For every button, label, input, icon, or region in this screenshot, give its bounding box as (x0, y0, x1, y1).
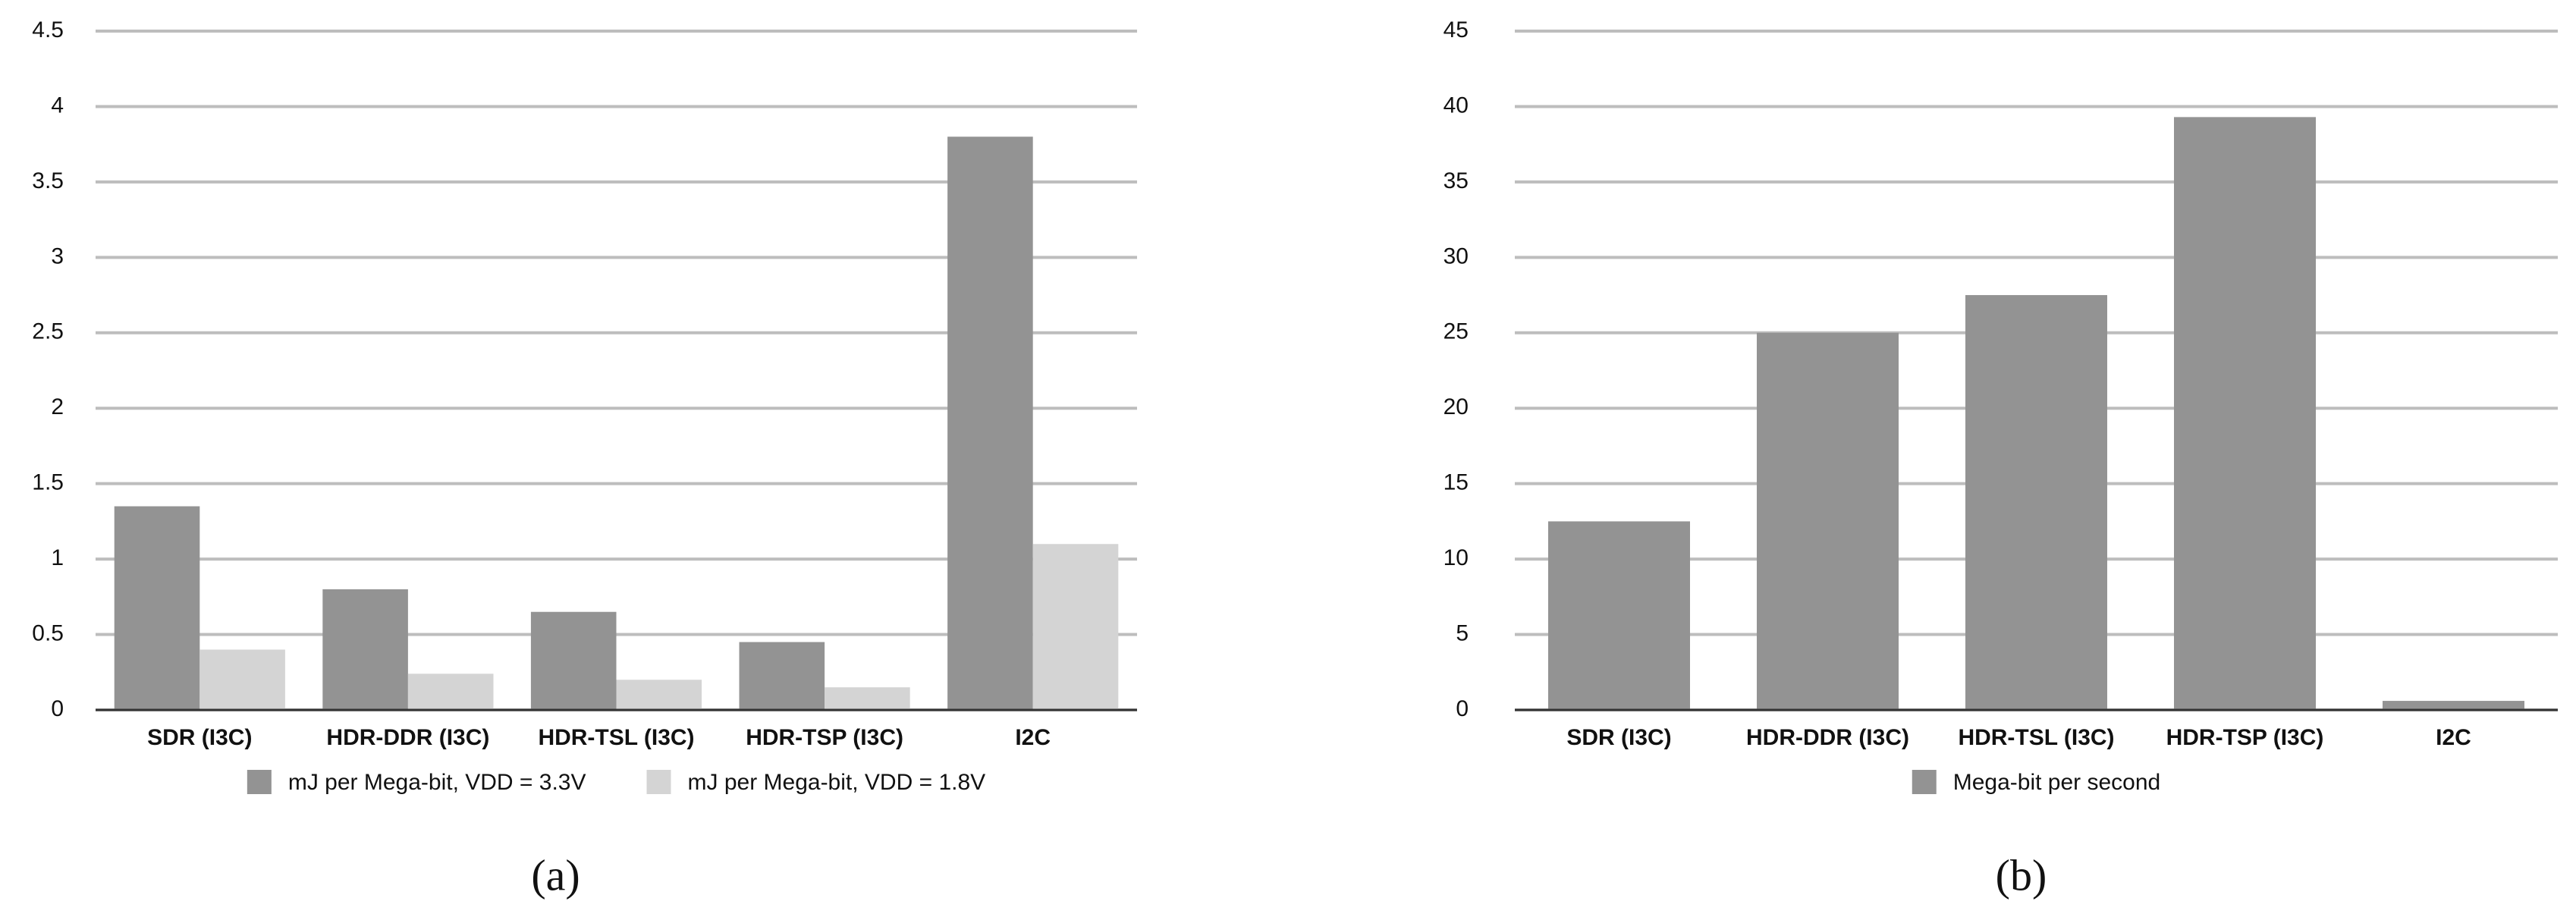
bar (322, 589, 408, 710)
legend-item: mJ per Mega-bit, VDD = 3.3V (247, 770, 586, 795)
bar (1965, 295, 2107, 710)
y-tick-label: 1.5 (32, 470, 64, 495)
x-tick-label: HDR-TSP (I3C) (2166, 725, 2324, 750)
y-tick-label: 15 (1444, 470, 1469, 495)
legend-item: Mega-bit per second (1912, 770, 2161, 795)
y-tick-label: 3.5 (32, 168, 64, 193)
y-tick-label: 2 (51, 394, 64, 419)
y-tick-label: 30 (1444, 243, 1469, 269)
x-tick-label: HDR-DDR (I3C) (326, 725, 489, 750)
y-tick-label: 1 (51, 545, 64, 570)
y-tick-label: 3 (51, 243, 64, 269)
bar (2383, 701, 2524, 710)
legend-swatch (247, 770, 272, 794)
legend: mJ per Mega-bit, VDD = 3.3V mJ per Mega-b… (247, 770, 985, 795)
legend-swatch (646, 770, 671, 794)
bar (616, 680, 702, 710)
y-tick-label: 0 (51, 696, 64, 721)
x-tick-label: HDR-TSL (I3C) (1958, 725, 2114, 750)
legend-label: Mega-bit per second (1953, 770, 2161, 795)
x-tick-label: SDR (I3C) (1566, 725, 1671, 750)
x-tick-label: HDR-TSP (I3C) (746, 725, 903, 750)
y-tick-label: 0 (1456, 696, 1469, 721)
y-tick-label: 45 (1444, 17, 1469, 42)
y-tick-label: 25 (1444, 319, 1469, 344)
x-tick-label: HDR-TSL (I3C) (538, 725, 694, 750)
bar (530, 611, 617, 710)
x-tick-label: HDR-DDR (I3C) (1746, 725, 1909, 750)
y-tick-label: 2.5 (32, 319, 64, 344)
y-tick-label: 40 (1444, 93, 1469, 118)
y-tick-label: 4 (51, 93, 64, 118)
x-tick-label: SDR (I3C) (147, 725, 252, 750)
legend: Mega-bit per second (1912, 770, 2161, 795)
x-tick-label: I2C (2436, 725, 2471, 750)
bar (1548, 521, 1690, 710)
bar (947, 137, 1033, 710)
bar (825, 687, 910, 710)
y-tick-label: 10 (1444, 545, 1469, 570)
caption: (a) (531, 850, 580, 900)
y-tick-label: 20 (1444, 394, 1469, 419)
legend-item: mJ per Mega-bit, VDD = 1.8V (646, 770, 986, 795)
legend-label: mJ per Mega-bit, VDD = 1.8V (688, 770, 986, 795)
y-tick-label: 5 (1456, 620, 1469, 645)
y-tick-label: 4.5 (32, 17, 64, 42)
x-tick-label: I2C (1015, 725, 1051, 750)
bar (114, 506, 200, 710)
y-tick-label: 35 (1444, 168, 1469, 193)
bar (199, 649, 285, 710)
bar (1757, 332, 1899, 710)
bar (2174, 117, 2316, 710)
bar (407, 674, 494, 710)
y-tick-label: 0.5 (32, 620, 64, 645)
bar (739, 642, 825, 710)
bar (1032, 544, 1119, 710)
legend-label: mJ per Mega-bit, VDD = 3.3V (288, 770, 586, 795)
legend-swatch (1912, 770, 1937, 794)
caption: (b) (1996, 850, 2047, 900)
